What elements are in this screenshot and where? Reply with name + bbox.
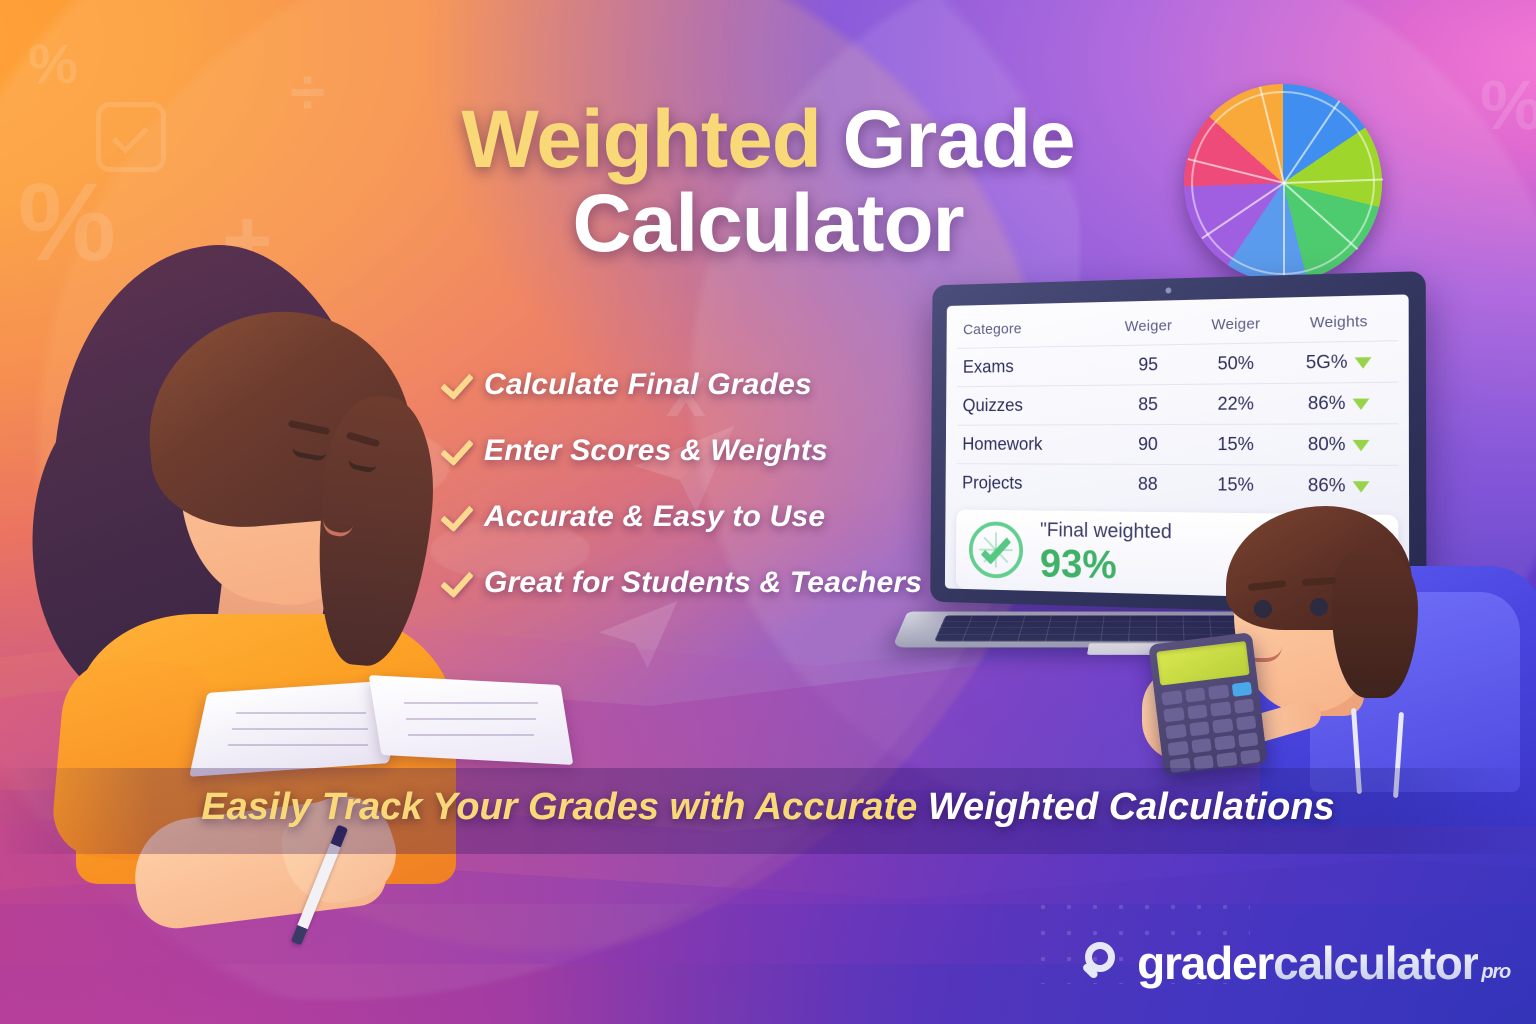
success-check-icon — [965, 517, 1027, 582]
column-header-score: Weiger — [1124, 317, 1173, 336]
check-icon — [440, 503, 468, 531]
feature-label: Accurate & Easy to Use — [484, 500, 826, 533]
cell-result: 80% — [1280, 423, 1399, 466]
trend-down-icon — [1352, 439, 1370, 452]
column-header-weights: Weights — [1309, 312, 1368, 332]
tagline-band — [0, 768, 1536, 854]
decor-paper-plane-icon-2 — [599, 601, 678, 669]
decor-symbol-percent-2: % — [18, 161, 116, 284]
webcam-icon — [1165, 287, 1172, 294]
column-header-category: Categore — [963, 320, 1022, 339]
table-row: Quizzes 85 22% 86% — [957, 382, 1399, 426]
tagline-rest: Weighted Calculations — [927, 786, 1335, 828]
check-icon — [440, 437, 468, 465]
magnifying-glass-icon — [1079, 940, 1125, 986]
title-rest: Grade — [842, 94, 1076, 185]
brand-name: grader calculator pro — [1137, 936, 1511, 990]
cell-category: Exams — [957, 345, 1106, 387]
brand-name-part1: grader — [1137, 937, 1274, 989]
decor-dot-grid — [1030, 894, 1250, 984]
decor-check-square-icon — [96, 102, 166, 172]
tagline-highlight: Easily Track Your Grades with Accurate — [201, 786, 918, 828]
feature-label: Great for Students & Teachers — [484, 566, 923, 599]
check-icon — [440, 569, 468, 597]
tagline: Easily Track Your Grades with Accurate W… — [0, 786, 1536, 829]
brand-name-suffix: pro — [1481, 961, 1511, 983]
feature-item: Great for Students & Teachers — [440, 550, 922, 616]
trend-down-icon — [1352, 398, 1370, 410]
decor-symbol-multiply: x — [666, 352, 707, 432]
cell-score: 95 — [1105, 344, 1192, 386]
brand-name-part2: calculator — [1273, 937, 1480, 989]
title-line2: Calculator — [572, 178, 965, 270]
cell-result: 86% — [1280, 382, 1399, 425]
cell-weight: 50% — [1191, 342, 1281, 385]
cell-category: Quizzes — [957, 385, 1106, 426]
feature-label: Enter Scores & Weights — [484, 434, 828, 467]
student-boy-illustration — [1142, 496, 1536, 826]
column-header-weight: Weiger — [1211, 315, 1261, 334]
decor-symbol-percent-1: % — [28, 32, 78, 95]
open-notebook — [189, 675, 574, 777]
cell-weight: 15% — [1191, 424, 1281, 465]
final-result-label: "Final weighted — [1040, 518, 1172, 543]
cell-score: 88 — [1104, 464, 1192, 505]
cell-score: 90 — [1105, 424, 1192, 465]
table-row: Exams 95 50% 5G% — [957, 340, 1399, 387]
cell-result: 5G% — [1280, 340, 1399, 384]
table-row: Homework 90 15% 80% — [956, 423, 1399, 466]
pie-chart — [1184, 84, 1383, 282]
final-result-value: 93% — [1039, 541, 1117, 587]
grade-table: Categore Weiger Weiger Weights Exams 95 … — [956, 307, 1399, 507]
decor-symbol-divide: ÷ — [290, 56, 326, 128]
calculator-keypad — [1161, 681, 1261, 774]
cell-score: 85 — [1105, 384, 1192, 425]
cell-category: Homework — [956, 424, 1106, 465]
cell-weight: 22% — [1191, 383, 1281, 425]
calculator-display — [1156, 640, 1250, 686]
title-highlight: Weighted — [461, 94, 821, 185]
decor-symbol-percent-3: % — [1480, 70, 1536, 140]
decor-paper-plane-icon — [634, 426, 734, 512]
check-icon — [440, 371, 468, 399]
feature-label: Calculate Final Grades — [484, 368, 812, 401]
feature-item: Enter Scores & Weights — [440, 418, 922, 484]
feature-item: Accurate & Easy to Use — [440, 484, 922, 550]
page-title: Weighted Grade Calculator — [388, 97, 1148, 270]
brand-logo[interactable]: grader calculator pro — [1079, 936, 1511, 990]
trend-down-icon — [1354, 356, 1372, 369]
cell-category: Projects — [956, 463, 1106, 504]
trend-down-icon — [1352, 480, 1370, 493]
feature-list: Calculate Final Grades Enter Scores & We… — [440, 352, 922, 616]
calculator-device — [1148, 632, 1268, 776]
feature-item: Calculate Final Grades — [440, 352, 922, 418]
